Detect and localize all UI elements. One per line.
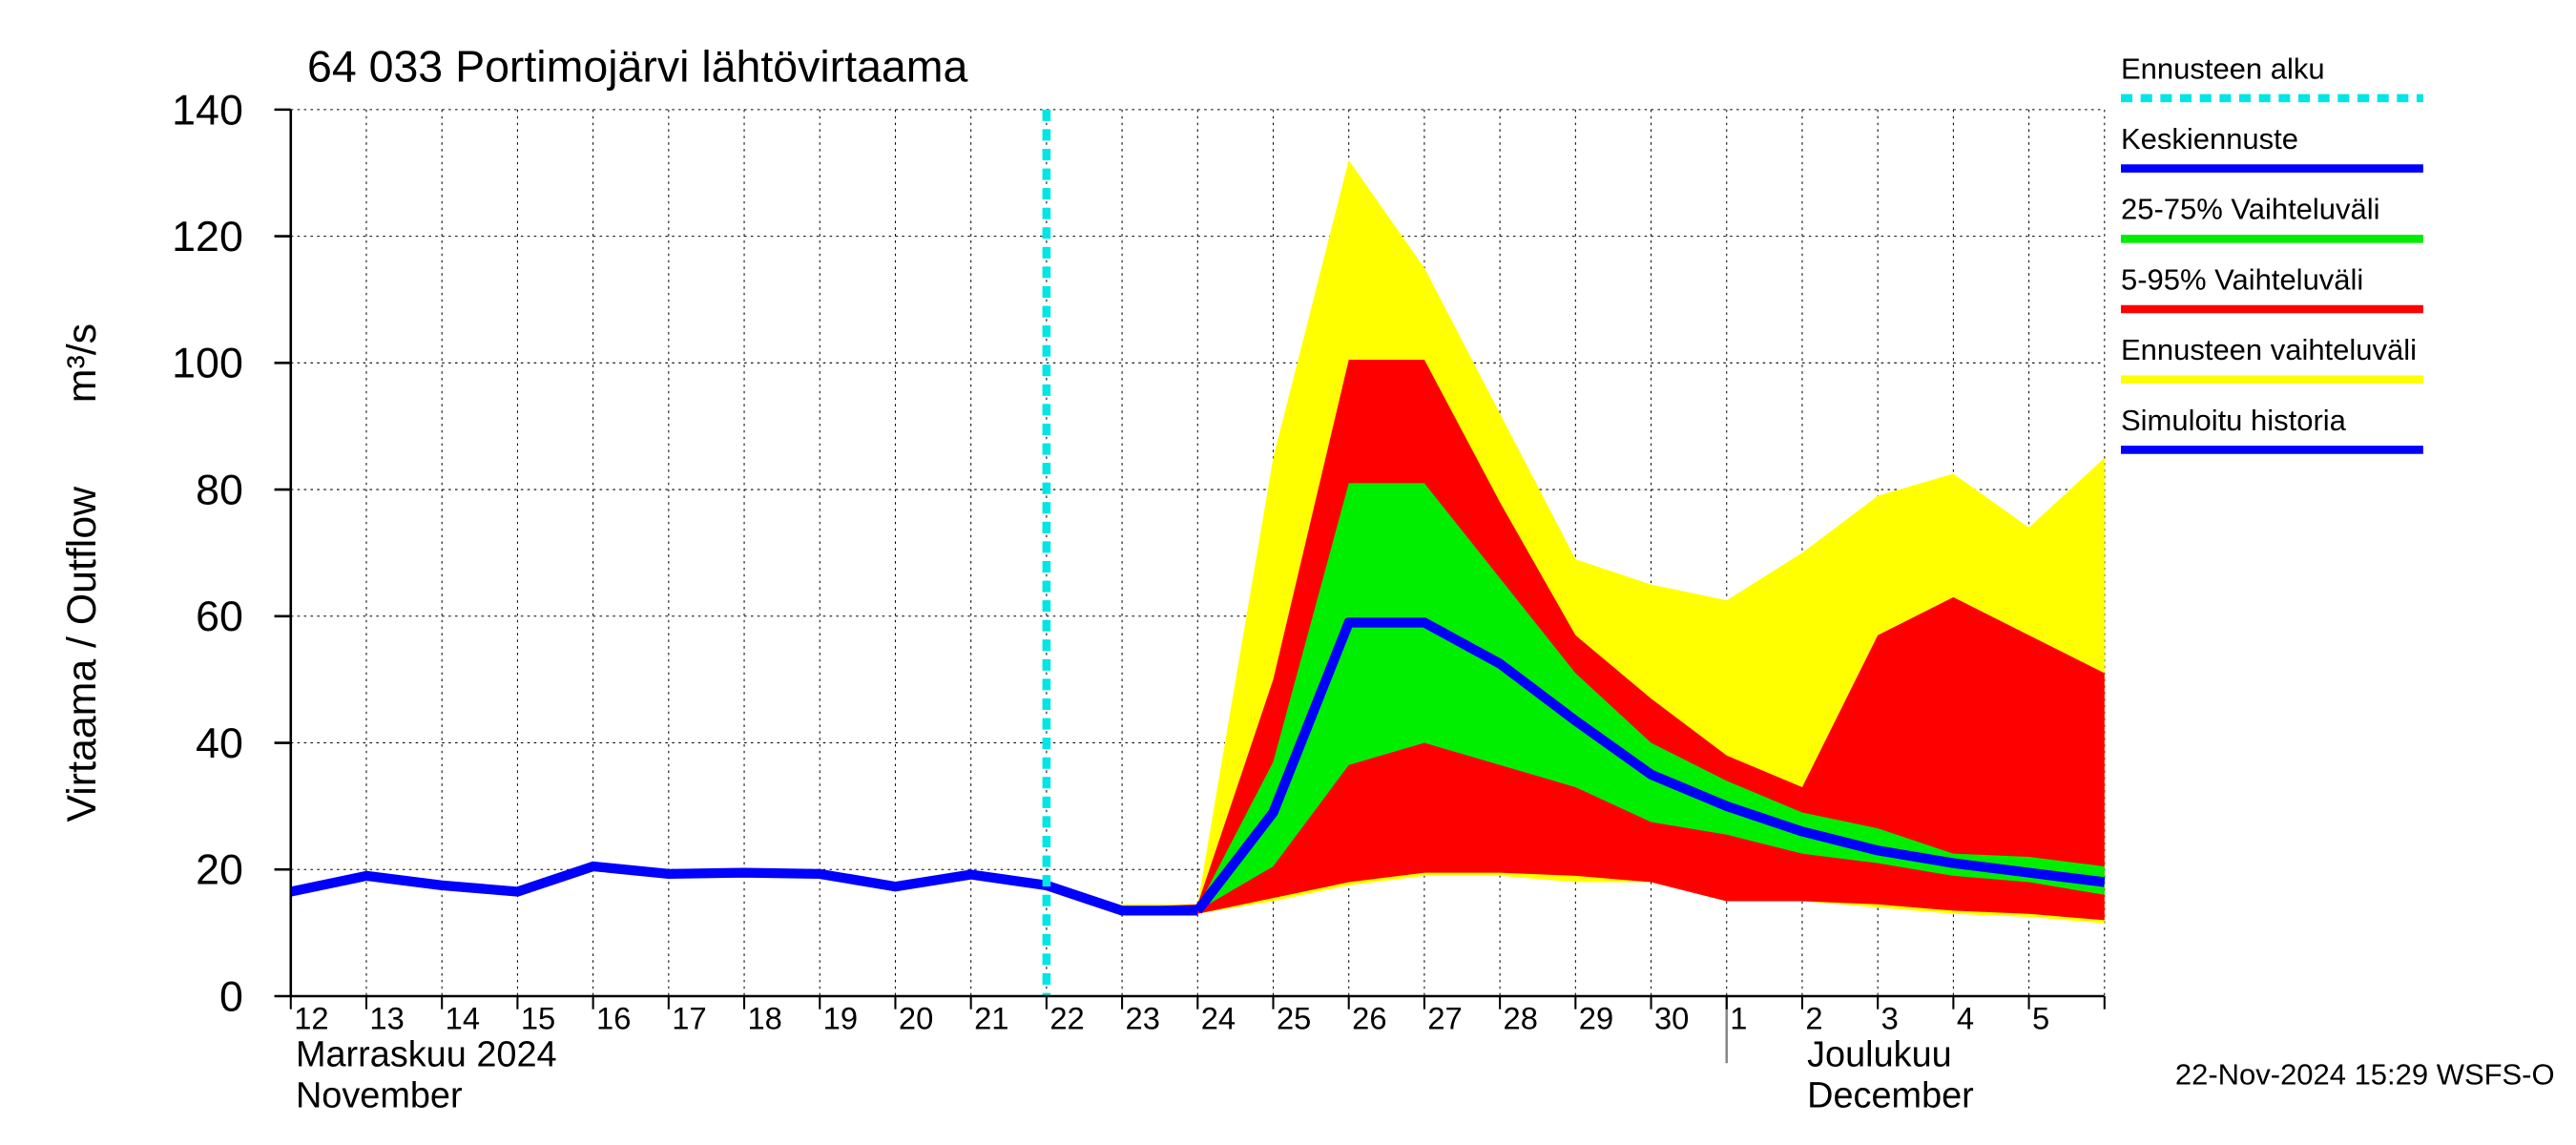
x-tick-label: 16 xyxy=(596,1000,631,1035)
x-tick-label: 20 xyxy=(899,1000,933,1035)
y-tick-label: 120 xyxy=(172,214,243,260)
x-tick-label: 22 xyxy=(1049,1000,1084,1035)
x-tick-label: 3 xyxy=(1881,1000,1899,1035)
y-tick-label: 60 xyxy=(196,593,243,640)
x-tick-label: 2 xyxy=(1805,1000,1822,1035)
x-tick-label: 14 xyxy=(446,1000,480,1035)
timestamp: 22-Nov-2024 15:29 WSFS-O xyxy=(2175,1058,2555,1092)
legend-label: Keskiennuste xyxy=(2121,122,2298,156)
month-label: Marraskuu 2024 xyxy=(296,1035,557,1075)
month-label: November xyxy=(296,1076,463,1116)
y-tick-label: 100 xyxy=(172,341,243,387)
x-tick-label: 18 xyxy=(747,1000,781,1035)
legend-label: Simuloitu historia xyxy=(2121,404,2347,437)
x-tick-label: 19 xyxy=(823,1000,858,1035)
x-tick-label: 5 xyxy=(2032,1000,2049,1035)
x-tick-label: 15 xyxy=(521,1000,555,1035)
y-axis-unit: m³/s xyxy=(59,323,105,403)
x-tick-label: 1 xyxy=(1730,1000,1747,1035)
y-tick-label: 140 xyxy=(172,87,243,134)
y-tick-label: 0 xyxy=(219,974,243,1021)
y-tick-label: 20 xyxy=(196,847,243,894)
x-tick-label: 28 xyxy=(1504,1000,1538,1035)
x-tick-label: 13 xyxy=(369,1000,404,1035)
x-tick-label: 25 xyxy=(1277,1000,1311,1035)
legend-label: Ennusteen vaihteluväli xyxy=(2121,333,2417,366)
y-tick-label: 80 xyxy=(196,468,243,514)
month-label: December xyxy=(1807,1076,1974,1116)
x-tick-label: 26 xyxy=(1352,1000,1386,1035)
y-axis-label: Virtaama / Outflow xyxy=(59,486,105,822)
month-label: Joulukuu xyxy=(1807,1035,1952,1075)
x-tick-label: 23 xyxy=(1126,1000,1160,1035)
legend-label: 25-75% Vaihteluväli xyxy=(2121,193,2379,226)
x-tick-label: 4 xyxy=(1957,1000,1974,1035)
x-tick-label: 29 xyxy=(1579,1000,1613,1035)
x-tick-label: 30 xyxy=(1654,1000,1689,1035)
legend-label: Ennusteen alku xyxy=(2121,52,2325,85)
x-tick-label: 12 xyxy=(294,1000,328,1035)
line xyxy=(1194,617,2106,914)
x-tick-label: 17 xyxy=(672,1000,706,1035)
y-tick-label: 40 xyxy=(196,720,243,767)
band xyxy=(1122,483,2105,911)
x-tick-label: 24 xyxy=(1201,1000,1236,1035)
x-tick-label: 21 xyxy=(974,1000,1008,1035)
legend-label: 5-95% Vaihteluväli xyxy=(2121,262,2363,296)
x-tick-label: 27 xyxy=(1427,1000,1462,1035)
chart-title: 64 033 Portimojärvi lähtövirtaama xyxy=(307,42,968,92)
